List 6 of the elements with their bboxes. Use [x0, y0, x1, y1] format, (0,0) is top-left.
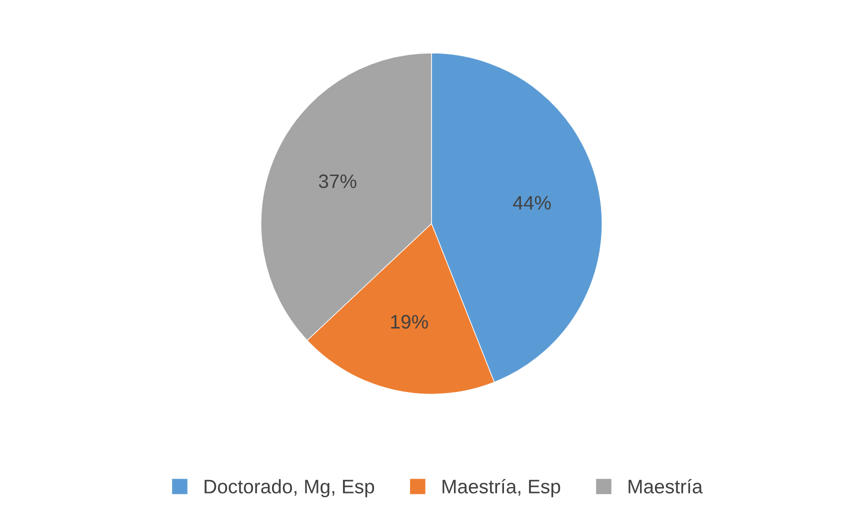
data-label: 37%: [318, 174, 356, 188]
legend-label: Maestría, Esp: [442, 478, 560, 498]
data-label: 19%: [391, 314, 428, 329]
legend-label: Maestría: [628, 478, 703, 494]
legend-label: Doctorado, Mg, Esp: [204, 479, 374, 498]
data-label: 44%: [513, 196, 551, 210]
